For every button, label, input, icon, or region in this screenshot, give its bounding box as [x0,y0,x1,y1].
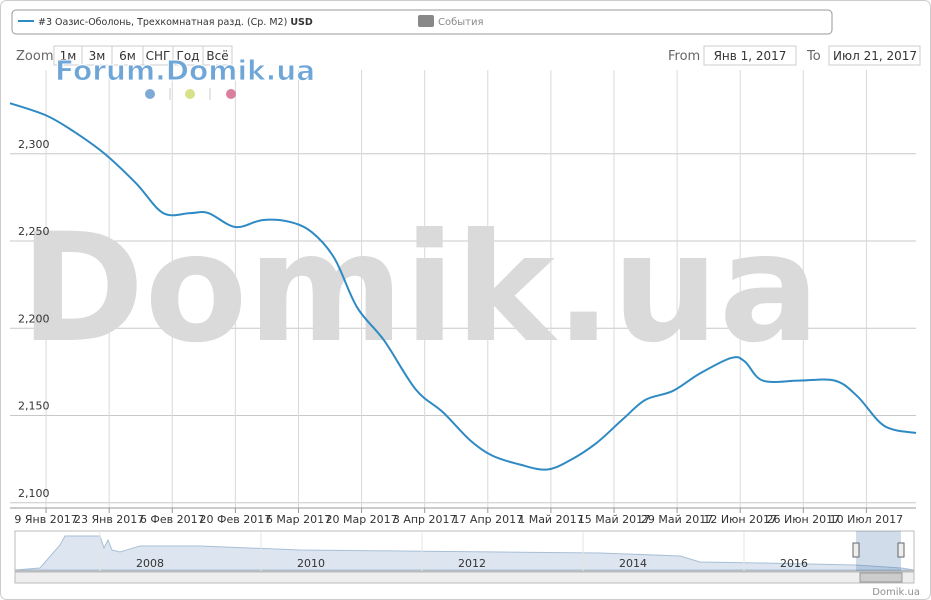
y-tick-label: 2,300 [18,138,50,151]
zoom-buttons: 1м 3м 6м СНГ Год Всё [53,45,233,66]
zoom-button-label[interactable]: 6м [119,49,136,63]
x-tick-label: 10 Июл 2017 [830,513,904,526]
navigator-handle[interactable] [852,542,860,558]
legend-unit: USD [290,17,313,28]
x-tick-label: 6 Мар 2017 [266,513,331,526]
zoom-label: Zoom [16,49,53,64]
events-label[interactable]: События [438,17,484,28]
x-tick-label: 6 Фев 2017 [140,513,205,526]
zoom-button[interactable] [202,45,233,66]
x-tick-label: 9 Янв 2017 [14,513,77,526]
to-label: To [806,49,821,64]
plot-background [10,70,916,509]
x-tick-label: 15 Май 2017 [578,513,650,526]
x-tick-label: 1 Май 2017 [518,513,583,526]
legend-text[interactable]: #3 Оазис-Оболонь, Трехкомнатная разд. (С… [38,17,313,28]
from-input[interactable] [703,45,797,66]
series-line [9,102,917,471]
events-swatch[interactable] [418,15,434,27]
navigator-label: 2014 [619,557,647,570]
x-tick-label: 3 Апр 2017 [393,513,457,526]
y-tick-label: 2,200 [18,312,50,325]
scrollbar[interactable] [14,571,915,584]
y-tick-label: 2,150 [18,400,50,413]
to-input[interactable] [828,45,921,66]
y-tick-label: 2,100 [18,487,50,500]
legend-entry[interactable]: #3 Оазис-Оболонь, Трехкомнатная разд. (С… [38,17,287,28]
x-tick-label: 12 Июн 2017 [703,513,777,526]
forum-watermark: Forum.Domik.ua [55,54,315,87]
zoom-button-label[interactable]: Год [177,49,200,63]
dot [145,89,155,99]
navigator-axis: 2008 2010 2012 2014 2016 [99,531,808,571]
from-label: From [668,49,700,64]
zoom-button-label[interactable]: 1м [60,49,77,63]
zoom-button-label[interactable]: Всё [206,49,228,63]
x-tick-label: 20 Фев 2017 [200,513,272,526]
dot [226,89,236,99]
x-tick-label: 17 Апр 2017 [452,513,523,526]
navigator-label: 2012 [458,557,486,570]
to-value[interactable]: Июл 21, 2017 [833,49,917,63]
navigator-handle[interactable] [897,542,905,558]
x-tick-label: 29 Май 2017 [641,513,713,526]
zoom-button-label[interactable]: СНГ [146,49,171,63]
dot [185,89,195,99]
navigator-selection[interactable] [856,531,901,571]
x-tick-label: 23 Янв 2017 [74,513,144,526]
x-tick-label: 26 Июн 2017 [766,513,840,526]
big-watermark: Domik.ua [20,202,820,376]
navigator-label: 2008 [136,557,164,570]
navigator-label: 2010 [297,557,325,570]
y-tick-label: 2,250 [18,225,50,238]
x-tick-label: 20 Мар 2017 [325,513,397,526]
credit[interactable]: Domik.ua [872,587,920,598]
from-value[interactable]: Янв 1, 2017 [714,49,787,63]
navigator-label: 2016 [780,557,808,570]
navigator-area [14,535,915,571]
zoom-button-label[interactable]: 3м [89,49,106,63]
scrollbar-thumb[interactable] [859,572,903,583]
